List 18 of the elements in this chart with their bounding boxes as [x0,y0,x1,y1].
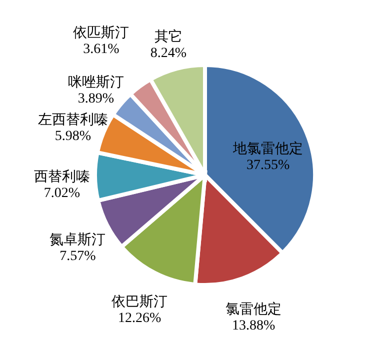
data-label: 7.02% [44,186,80,202]
slice-label: 氯雷他定 [226,302,282,318]
data-label: 3.89% [78,91,114,106]
slice-label: 其它 [154,28,182,45]
slice-label: 西替利嗪 [34,169,90,186]
slice-label: 咪唑斯汀 [68,74,124,90]
slice-label: 依匹斯汀 [73,24,130,41]
slice-label: 地氯雷他定 [232,141,304,157]
slice-label: 依巴斯汀 [112,294,168,310]
data-label: 8.24% [150,46,187,61]
data-label: 37.55% [246,158,290,173]
data-label: 5.98% [54,129,92,144]
slice-label: 左西替利嗪 [38,112,108,128]
data-label: 12.26% [118,311,162,326]
data-label: 13.88% [232,318,276,334]
data-label: 3.61% [83,42,120,57]
slice-label: 氮卓斯汀 [50,232,106,248]
data-label: 7.57% [60,249,96,264]
